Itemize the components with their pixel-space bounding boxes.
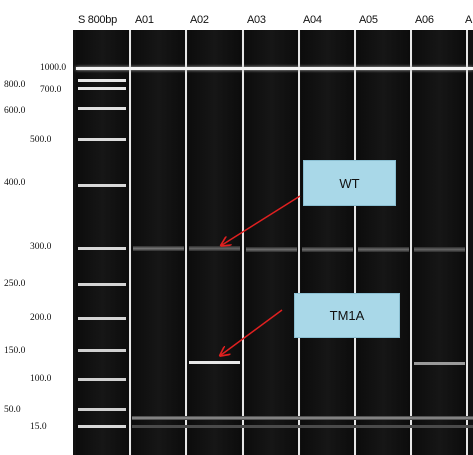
sample-band-wt-a03 [246, 247, 297, 252]
lane-separator [185, 30, 187, 455]
lane-separator [129, 30, 131, 455]
ladder-band-15 [78, 425, 126, 428]
sample-band-wt-a04 [302, 247, 353, 252]
ladder-band-300 [78, 247, 126, 250]
ladder-label-800: 800.0 [4, 80, 26, 90]
tm1a-callout-label: TM1A [329, 308, 365, 323]
ladder-label-600: 600.0 [4, 106, 26, 116]
ladder-band-400 [78, 184, 126, 187]
ladder-label-1000: 1000.0 [40, 63, 67, 73]
wt-callout-label: WT [339, 175, 360, 191]
tm1a-callout: TM1A [294, 293, 400, 338]
lane-header-a02: A02 [190, 14, 209, 26]
lane-a02 [188, 30, 241, 455]
lane-separator [354, 30, 356, 455]
ladder-band-200 [78, 317, 126, 320]
lane-separator [298, 30, 300, 455]
ladder-band-250 [78, 283, 126, 286]
ladder-label-400: 400.0 [4, 178, 26, 188]
band-bottom-marker-lower [132, 425, 473, 428]
lane-separator [242, 30, 244, 455]
ladder-label-50: 50.0 [4, 405, 21, 415]
ladder-label-250: 250.0 [4, 279, 26, 289]
ladder-band-600 [78, 107, 126, 110]
lane-header-a06: A06 [415, 14, 434, 26]
lane-header-a05: A05 [359, 14, 378, 26]
lane-a03 [245, 30, 298, 455]
lane-header-ladder: S 800bp [78, 14, 117, 26]
lane-a04 [301, 30, 354, 455]
sample-band-wt-a06 [414, 247, 465, 252]
ladder-label-500: 500.0 [30, 135, 52, 145]
wt-callout: WT [303, 160, 396, 206]
lane-a05 [357, 30, 410, 455]
ladder-band-100 [78, 378, 126, 381]
lane-header-a03: A03 [247, 14, 266, 26]
ladder-band-150 [78, 349, 126, 352]
ladder-label-15: 15.0 [30, 422, 47, 432]
ladder-band-500 [78, 138, 126, 141]
lane-ladder [76, 30, 129, 455]
lane-separator [410, 30, 412, 455]
lane-header-a01: A01 [135, 14, 154, 26]
ladder-band-700 [78, 87, 126, 90]
sample-band-wt-a02 [189, 246, 240, 251]
lane-a06 [413, 30, 466, 455]
ladder-label-150: 150.0 [4, 346, 26, 356]
lane-header-a04: A04 [303, 14, 322, 26]
band-bottom-marker [132, 416, 473, 420]
band-top-marker [76, 67, 473, 70]
gel-image [73, 30, 473, 455]
ladder-label-100: 100.0 [30, 374, 52, 384]
lane-a01 [132, 30, 185, 455]
sample-band-tm1a-a06 [414, 362, 465, 365]
ladder-label-700: 700.0 [40, 85, 62, 95]
ladder-band-800 [78, 79, 126, 82]
ladder-band-50 [78, 408, 126, 411]
sample-band-wt-a05 [358, 247, 409, 252]
lane-separator [466, 30, 468, 455]
sample-band-wt-a01 [133, 246, 184, 251]
ladder-label-200: 200.0 [30, 313, 52, 323]
lane-header-a07-partial: A [465, 14, 473, 26]
sample-band-tm1a-a02 [189, 361, 240, 364]
ladder-label-300: 300.0 [30, 242, 52, 252]
